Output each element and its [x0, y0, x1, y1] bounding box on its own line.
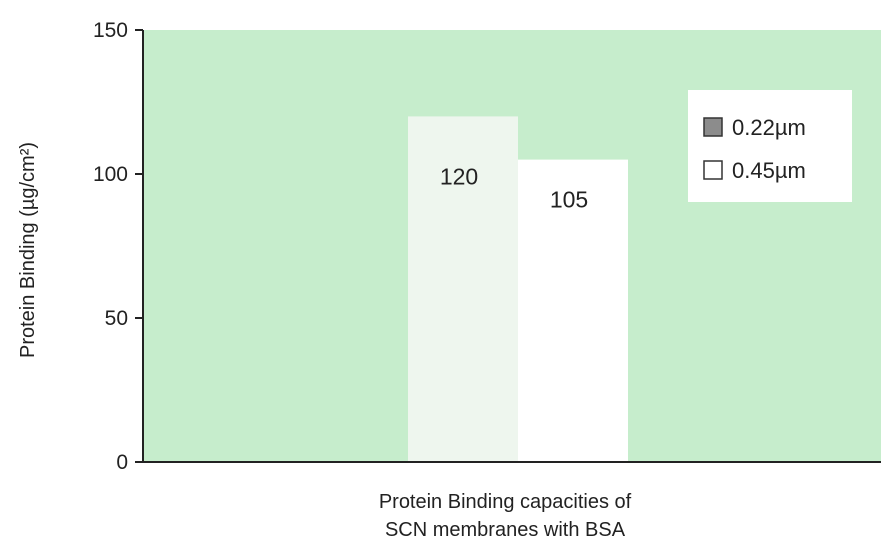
x-axis-title-line: Protein Binding capacities of [379, 491, 632, 513]
x-axis-title: Protein Binding capacities of SCN membran… [379, 491, 632, 541]
x-axis-title-line: SCN membranes with BSA [385, 519, 626, 541]
legend-box [688, 90, 852, 202]
y-tick-label: 150 [93, 19, 128, 42]
legend-label: 0.45µm [732, 158, 806, 183]
y-tick-label: 50 [105, 307, 128, 330]
legend-label: 0.22µm [732, 115, 806, 140]
y-tick-label: 100 [93, 163, 128, 186]
bar-0.22µm [408, 116, 518, 463]
y-axis: 0 50 100 150 [93, 19, 144, 474]
bar-0.45µm [518, 159, 628, 462]
bars-group [408, 116, 628, 463]
bar-labels-group: 120 105 [440, 163, 588, 212]
y-axis-title: Protein Binding (µg/cm²) [17, 142, 39, 358]
y-tick-label: 0 [116, 451, 128, 474]
bar-value-label: 120 [440, 163, 478, 189]
legend: 0.22µm 0.45µm [688, 90, 852, 202]
y-axis-title-text: Protein Binding (µg/cm²) [17, 142, 39, 358]
legend-swatch [703, 160, 723, 180]
legend-swatch [703, 117, 723, 137]
bar-value-label: 105 [550, 187, 588, 213]
